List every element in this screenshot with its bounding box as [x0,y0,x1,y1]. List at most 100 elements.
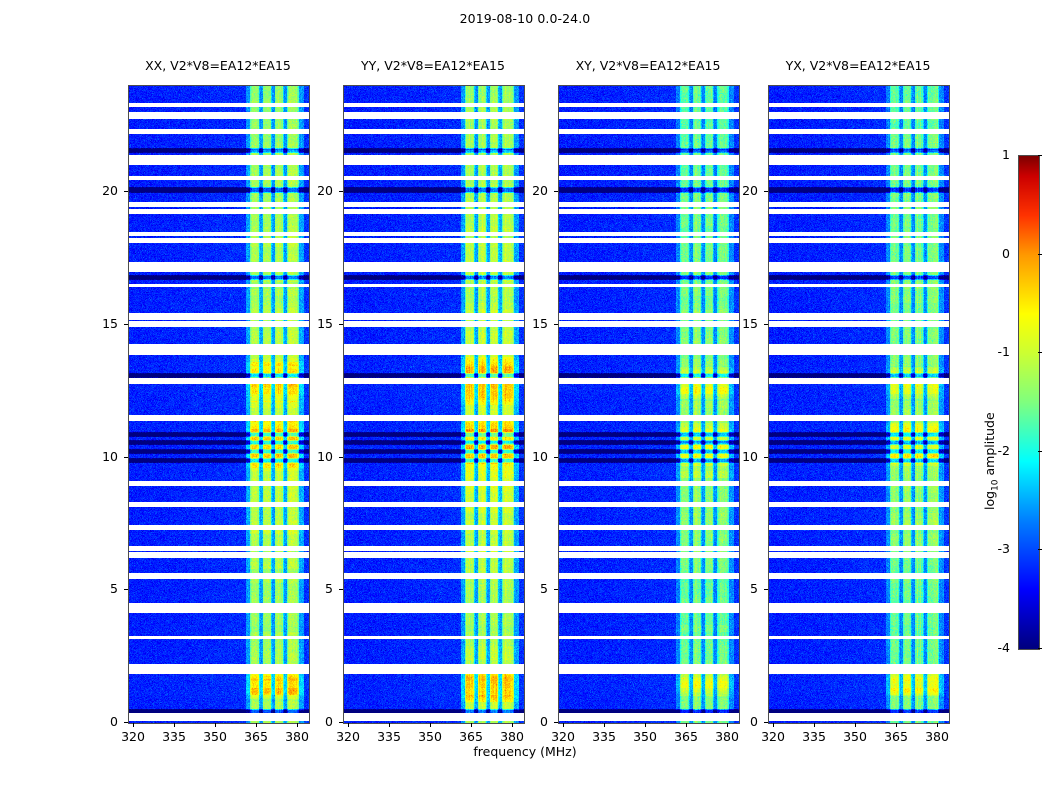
y-tick-label: 15 [532,316,548,331]
y-tick-label: 5 [540,581,548,596]
colorbar-tick-label: -3 [997,541,1010,556]
colorbar-label-subscript: 10 [990,479,1001,491]
panel-title-xx: XX, V2*V8=EA12*EA15 [145,58,291,73]
x-tick-label: 320 [336,729,360,744]
y-tick-mark [339,324,343,325]
x-tick-label: 335 [162,729,186,744]
x-tick-label: 365 [244,729,268,744]
y-tick-label: 5 [110,581,118,596]
y-tick-label: 0 [540,714,548,729]
waterfall-panel-xy[interactable] [558,85,740,724]
y-tick-mark [554,191,558,192]
panel-title-yy: YY, V2*V8=EA12*EA15 [361,58,505,73]
x-tick-mark [389,723,390,727]
colorbar-tick-label: -4 [997,640,1010,655]
colorbar-tick-mark [1038,549,1042,550]
x-tick-label: 335 [377,729,401,744]
colorbar-tick-mark [1038,451,1042,452]
y-tick-mark [554,589,558,590]
y-tick-mark [124,457,128,458]
y-tick-label: 0 [110,714,118,729]
x-tick-mark [256,723,257,727]
y-tick-label: 15 [317,316,333,331]
y-tick-label: 5 [750,581,758,596]
x-tick-mark [686,723,687,727]
colorbar-label-main: log [982,490,997,510]
x-tick-mark [563,723,564,727]
x-tick-label: 380 [285,729,309,744]
y-tick-mark [764,589,768,590]
waterfall-image-xy [559,86,739,723]
y-tick-label: 15 [102,316,118,331]
x-tick-label: 380 [715,729,739,744]
colorbar-tick-mark [1038,254,1042,255]
y-tick-label: 10 [742,449,758,464]
waterfall-panel-yy[interactable] [343,85,525,724]
x-tick-label: 365 [884,729,908,744]
x-tick-label: 335 [592,729,616,744]
y-tick-label: 20 [102,183,118,198]
x-tick-label: 335 [802,729,826,744]
y-tick-mark [554,457,558,458]
x-axis-label: frequency (MHz) [473,744,577,759]
y-tick-mark [124,722,128,723]
colorbar-tick-mark [1038,155,1042,156]
y-tick-mark [554,722,558,723]
y-tick-mark [339,589,343,590]
y-tick-mark [124,191,128,192]
colorbar-label: log10 amplitude [982,412,1001,510]
y-tick-label: 20 [317,183,333,198]
y-tick-mark [339,191,343,192]
x-tick-mark [471,723,472,727]
x-tick-label: 350 [843,729,867,744]
x-tick-mark [348,723,349,727]
panel-title-xy: XY, V2*V8=EA12*EA15 [575,58,721,73]
x-tick-label: 365 [459,729,483,744]
colorbar-tick-label: 1 [1002,147,1010,162]
x-tick-mark [645,723,646,727]
x-tick-mark [896,723,897,727]
x-tick-label: 380 [925,729,949,744]
colorbar-label-tail: amplitude [982,412,997,480]
x-tick-mark [604,723,605,727]
waterfall-image-yx [769,86,949,723]
waterfall-image-yy [344,86,524,723]
colorbar-tick-label: -1 [997,344,1010,359]
x-tick-mark [512,723,513,727]
y-tick-mark [339,722,343,723]
waterfall-panel-yx[interactable] [768,85,950,724]
waterfall-panel-xx[interactable] [128,85,310,724]
figure-suptitle: 2019-08-10 0.0-24.0 [459,11,591,26]
y-tick-mark [764,324,768,325]
colorbar-tick-mark [1038,352,1042,353]
x-tick-label: 380 [500,729,524,744]
x-tick-mark [174,723,175,727]
x-tick-label: 350 [633,729,657,744]
waterfall-image-xx [129,86,309,723]
y-tick-label: 5 [325,581,333,596]
panel-title-yx: YX, V2*V8=EA12*EA15 [785,58,931,73]
x-tick-mark [773,723,774,727]
y-tick-label: 10 [102,449,118,464]
x-tick-mark [297,723,298,727]
x-tick-mark [855,723,856,727]
y-tick-label: 0 [325,714,333,729]
colorbar[interactable] [1018,155,1040,650]
y-tick-mark [764,722,768,723]
x-tick-label: 320 [121,729,145,744]
x-tick-mark [937,723,938,727]
y-tick-label: 10 [317,449,333,464]
x-tick-label: 350 [203,729,227,744]
x-tick-mark [215,723,216,727]
y-tick-label: 20 [742,183,758,198]
x-tick-mark [727,723,728,727]
y-tick-mark [764,191,768,192]
y-tick-label: 15 [742,316,758,331]
x-tick-label: 320 [761,729,785,744]
y-tick-mark [339,457,343,458]
x-tick-mark [430,723,431,727]
colorbar-tick-mark [1038,648,1042,649]
y-tick-mark [124,324,128,325]
y-tick-label: 20 [532,183,548,198]
